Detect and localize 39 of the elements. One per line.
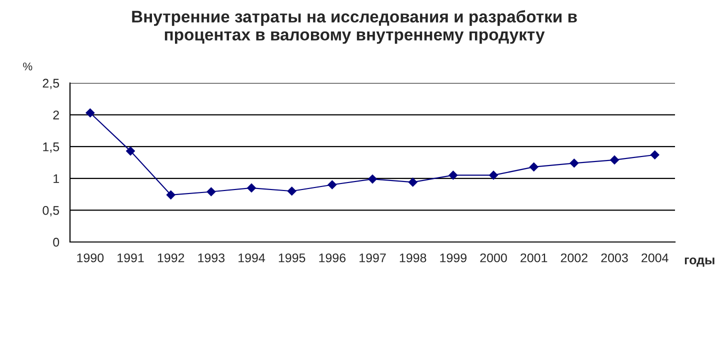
y-tick-label: 1	[54, 174, 59, 183]
y-tick-label: 2,5	[42, 78, 60, 90]
y-tick-label: 0	[53, 238, 60, 247]
point	[86, 108, 95, 118]
y-tick-label: 0,5	[42, 206, 60, 216]
point	[448, 170, 458, 180]
x-tick-label: 2001	[520, 253, 548, 262]
x-tick-label: 1993	[198, 253, 225, 262]
x-tick-label: 1997	[360, 253, 386, 262]
point	[489, 170, 498, 180]
x-tick-label: 1999	[440, 253, 466, 262]
point	[570, 158, 579, 168]
x-tick-label: 1995	[278, 253, 306, 262]
point	[328, 180, 337, 190]
point	[650, 150, 660, 160]
point	[368, 174, 377, 184]
x-tick-label: 1996	[319, 253, 346, 262]
x-tick-label: 1994	[238, 253, 266, 262]
x-tick-label: 2002	[560, 253, 588, 262]
point	[126, 146, 135, 156]
point	[166, 190, 176, 200]
y-tick-label: 1,5	[43, 142, 60, 153]
chart-title: Внутренние затраты на исследования и разработки в процентах в валовому внутреннему продукту	[132, 10, 577, 44]
x-tick-label: 1992	[158, 253, 184, 262]
x-axis-title: годы	[684, 258, 714, 267]
y-tick-label: 2	[53, 110, 59, 120]
x-tick-label: 1991	[118, 253, 144, 262]
x-tick-label: 2000	[480, 253, 507, 262]
y-axis-title: %	[23, 62, 32, 70]
x-tick-label: 2003	[601, 253, 628, 262]
point	[206, 187, 216, 196]
x-tick-label: 1998	[400, 253, 426, 262]
point	[408, 178, 418, 187]
point	[529, 162, 538, 172]
x-tick-label: 2004	[642, 253, 668, 262]
x-tick-label: 1990	[77, 253, 104, 262]
point	[610, 156, 619, 164]
point	[287, 186, 296, 196]
point	[247, 183, 256, 192]
